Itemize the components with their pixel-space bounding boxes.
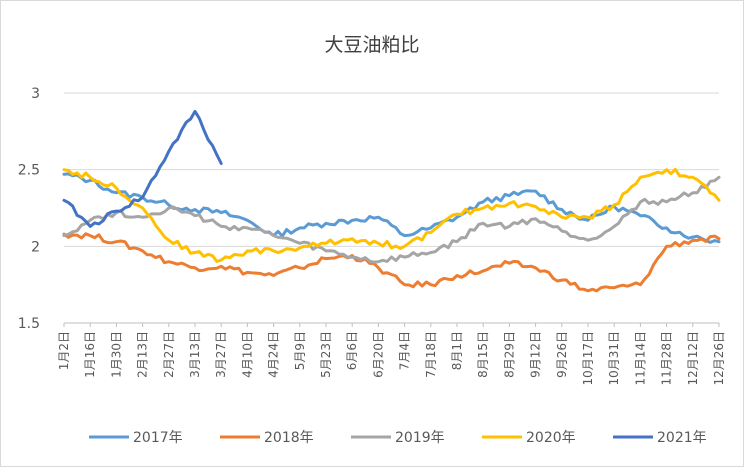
x-tick-label: 12月26日 [712, 331, 726, 386]
x-tick-label: 8月1日 [450, 331, 464, 370]
x-axis: 1月2日 1月16日 1月30日 2月13日 2月27日 3月13日 3月27日 4月10日 4… [57, 323, 726, 386]
x-tick-label: 6月6日 [345, 331, 359, 370]
x-tick-label: 9月12日 [529, 331, 543, 378]
x-tick-label: 2月13日 [136, 331, 150, 378]
x-tick-label: 5月9日 [293, 331, 307, 370]
x-tick-label: 4月10日 [240, 331, 254, 378]
x-tick-label: 1月30日 [109, 331, 123, 378]
series-line-2018年 [62, 232, 721, 293]
y-tick-label: 2.5 [18, 163, 40, 179]
x-tick-label: 2月27日 [162, 331, 176, 378]
legend-label: 2020年 [526, 430, 576, 446]
x-tick-label: 12月12日 [686, 331, 700, 386]
x-tick-label: 6月20日 [371, 331, 385, 378]
chart-title: 大豆油粕比 [324, 34, 419, 56]
x-tick-label: 7月4日 [398, 331, 412, 370]
x-tick-label: 9月26日 [555, 331, 569, 378]
series-line-2021年 [62, 109, 223, 228]
x-tick-label: 3月27日 [214, 331, 228, 378]
x-tick-label: 1月2日 [57, 331, 71, 370]
series-line-2019年 [62, 175, 721, 264]
x-tick-label: 5月23日 [319, 331, 333, 378]
x-tick-label: 11月28日 [660, 331, 674, 386]
x-tick-label: 3月13日 [188, 331, 202, 378]
x-tick-label: 1月16日 [83, 331, 97, 378]
y-axis: 1.5 2 2.5 3 [18, 86, 40, 332]
x-tick-label: 8月29日 [502, 331, 516, 378]
legend: 2017年 2018年 2019年 2020年 2021年 [89, 430, 707, 446]
legend-label: 2018年 [264, 430, 314, 446]
y-tick-label: 2 [31, 239, 40, 255]
x-tick-label: 10月31日 [607, 331, 621, 386]
x-tick-label: 11月14日 [633, 331, 647, 386]
x-tick-label: 4月24日 [267, 331, 281, 378]
legend-label: 2017年 [133, 430, 183, 446]
y-tick-label: 1.5 [18, 316, 40, 332]
legend-label: 2021年 [657, 430, 707, 446]
x-tick-label: 8月15日 [476, 331, 490, 378]
gridlines [64, 92, 719, 324]
x-tick-label: 7月18日 [424, 331, 438, 378]
series-line-2020年 [62, 167, 721, 263]
x-tick-label: 10月17日 [581, 331, 595, 386]
y-tick-label: 3 [31, 86, 40, 102]
legend-label: 2019年 [395, 430, 445, 446]
series-lines [62, 109, 721, 293]
